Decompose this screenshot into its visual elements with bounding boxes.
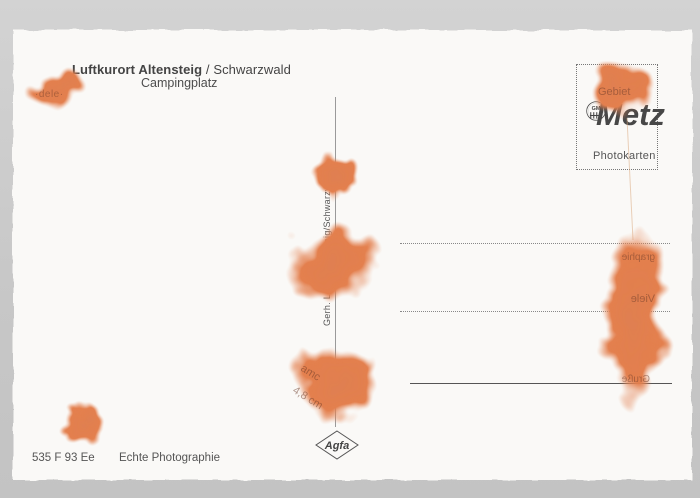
svg-text:graphie: graphie (621, 252, 655, 263)
svg-text:·dele·: ·dele· (35, 89, 64, 100)
svg-text:Gruße: Gruße (621, 374, 650, 385)
svg-text:Gebiet: Gebiet (598, 86, 630, 98)
svg-text:Viele: Viele (631, 293, 655, 305)
